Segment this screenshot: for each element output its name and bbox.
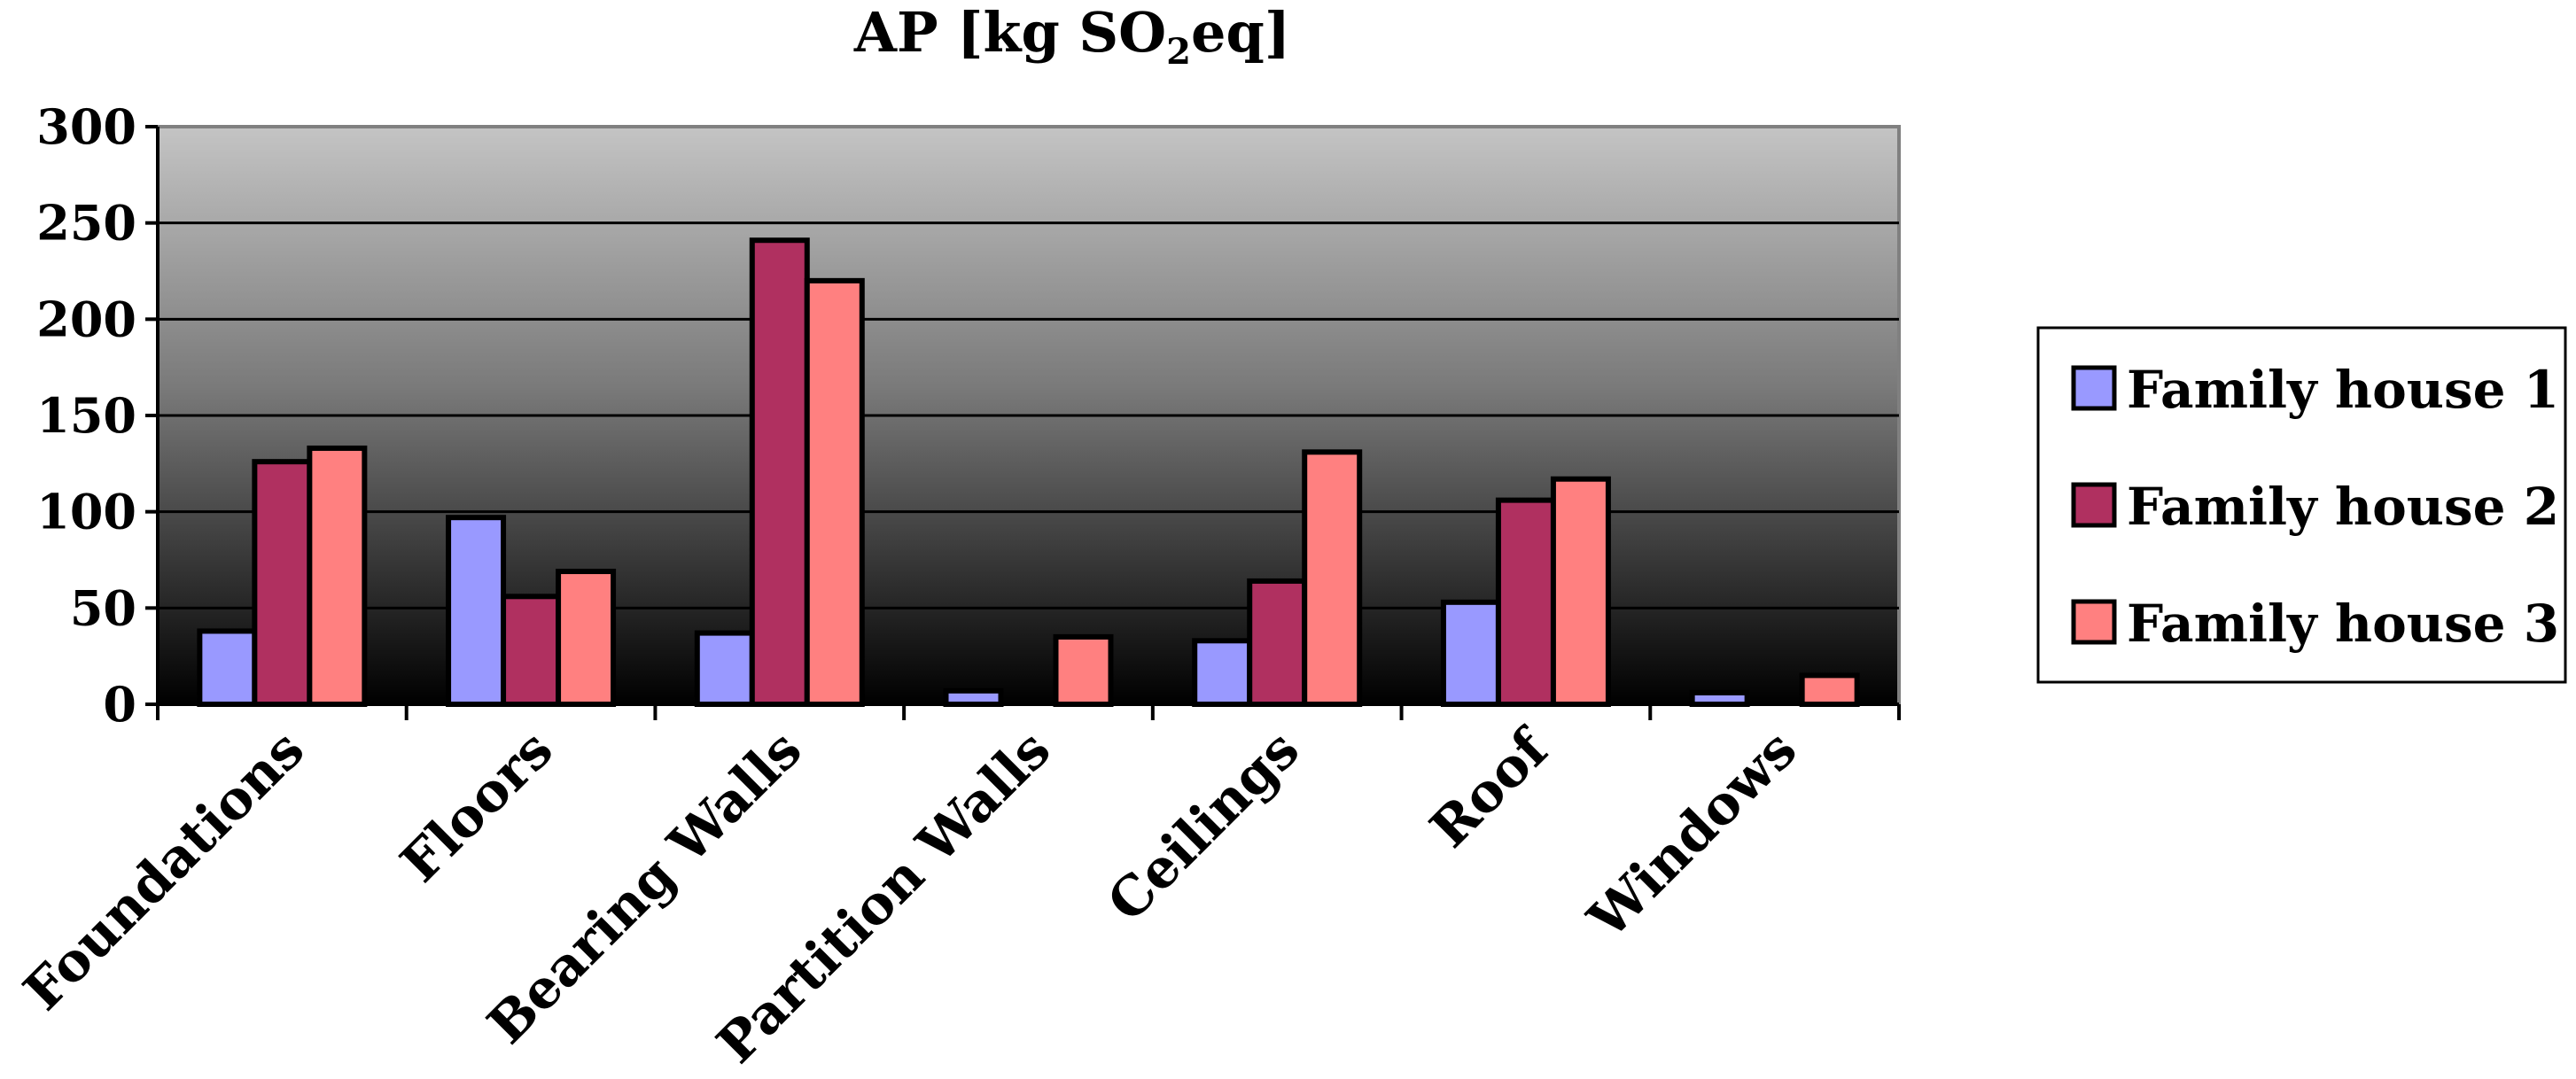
x-tick-label: Floors	[389, 718, 565, 895]
y-axis: 0 50 100 150 200 250 300	[36, 98, 160, 733]
bar-ceilings-series-2	[1247, 578, 1308, 708]
legend-swatch	[2071, 482, 2117, 528]
bar-partition-walls-series-1	[943, 687, 1004, 708]
bar-bearing-walls-series-2	[749, 237, 810, 707]
y-tick-label: 300	[36, 98, 136, 155]
bar-roof-series-3	[1550, 476, 1611, 707]
bar-floors-series-1	[446, 515, 507, 707]
bar-roof-series-2	[1495, 497, 1556, 707]
bar-ceilings-series-3	[1302, 449, 1363, 707]
x-tick-label: Foundations	[12, 718, 316, 1022]
legend: Family house 1 Family house 2 Family house…	[2036, 326, 2567, 684]
bar-bearing-walls-series-3	[804, 277, 865, 707]
y-tick-label: 50	[70, 579, 136, 636]
bar-floors-series-3	[556, 569, 617, 707]
y-tick-label: 150	[36, 387, 136, 444]
bar-roof-series-1	[1440, 599, 1501, 708]
bar-partition-walls-series-3	[1053, 633, 1114, 708]
legend-box	[2036, 326, 2567, 684]
x-tick-label: Ceilings	[1096, 718, 1311, 934]
y-tick-label: 200	[36, 291, 136, 347]
bar-ceilings-series-1	[1192, 638, 1253, 708]
bars	[197, 237, 1860, 708]
y-tick-label: 250	[36, 195, 136, 252]
x-tick-label: Windows	[1576, 718, 1809, 951]
legend-swatch	[2071, 599, 2117, 645]
chart-title-suffix: eq]	[1191, 0, 1290, 65]
legend-swatch	[2071, 365, 2117, 411]
bar-foundations-series-1	[197, 628, 258, 707]
bar-windows-series-3	[1799, 672, 1860, 708]
legend-label: Family house 2	[2127, 477, 2559, 537]
chart-title-main: AP [kg SO	[853, 0, 1166, 65]
bar-floors-series-2	[501, 594, 562, 707]
legend-label: Family house 3	[2127, 594, 2559, 654]
bar-bearing-walls-series-1	[694, 630, 755, 707]
x-tick-label: Roof	[1419, 716, 1563, 860]
bar-foundations-series-3	[307, 445, 368, 707]
bar-foundations-series-2	[252, 459, 313, 707]
y-tick-label: 0	[103, 676, 136, 733]
chart-title-subscript: 2	[1166, 31, 1191, 73]
chart-title: AP [kg SO2eq]	[853, 0, 1290, 73]
y-tick-label: 100	[36, 484, 136, 540]
legend-label: Family house 1	[2127, 360, 2559, 420]
